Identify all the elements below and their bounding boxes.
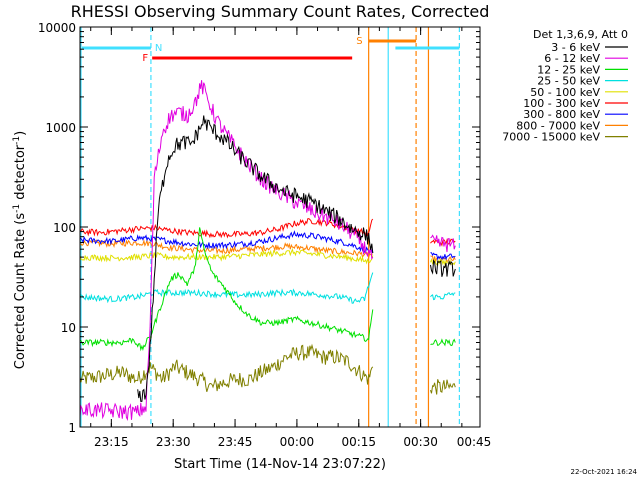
series-line-segment [430,338,456,347]
series-line [80,238,374,260]
y-tick-label: 100 [53,221,76,235]
legend-label: 3 - 6 keV [551,41,600,54]
y-axis-label-sup: -1 [12,136,22,145]
y-tick-label: 1000 [45,121,76,135]
series-line-segment [430,252,456,262]
y-tick-label: 10 [61,321,76,335]
footer-date: 22-Oct-2021 16:24 [571,468,638,476]
legend-label: 7000 - 15000 keV [502,131,600,144]
series-line-segment [430,379,456,395]
series-line-segment [430,259,456,277]
flare-label: F [142,53,148,64]
y-tick-label: 10000 [38,21,76,35]
series-line [80,80,374,422]
y-tick-label: 1 [68,421,76,435]
series-line [80,343,374,392]
y-axis-label-part: detector [13,144,28,204]
series-line [137,115,374,402]
legend-label: 50 - 100 keV [530,86,600,99]
x-tick-label: 23:15 [94,435,129,449]
x-tick-label: 00:00 [280,435,315,449]
series-line-segment [430,292,456,301]
night-label: N [155,43,162,54]
y-axis-label-part: Corrected Count Rate (s [13,213,28,370]
y-axis-label: Corrected Count Rate (s-1 detector-1) [12,131,28,369]
series-line-segment [430,257,456,267]
x-tick-label: 00:45 [457,435,492,449]
legend-label: 100 - 300 keV [523,97,600,110]
series-line [80,272,374,304]
series-line-segment [430,234,456,253]
y-axis-label-sup: -1 [12,204,22,213]
x-tick-label: 23:30 [156,435,191,449]
legend-header: Det 1,3,6,9, Att 0 [533,28,628,41]
chart-title: RHESSI Observing Summary Count Rates, Co… [71,2,490,21]
x-tick-label: 00:15 [341,435,376,449]
series-line [80,230,374,254]
x-axis-label: Start Time (14-Nov-14 23:07:22) [174,457,386,472]
legend-label: 6 - 12 keV [544,52,600,65]
y-axis-label-part: ) [13,131,28,136]
svg-text:Corrected Count Rate (s-1 dete: Corrected Count Rate (s-1 detector-1) [12,131,28,369]
series-line [80,227,374,352]
series-line [80,218,374,239]
saa-label: S [356,36,362,47]
legend-label: 300 - 800 keV [523,108,600,121]
legend-label: 25 - 50 keV [537,75,600,88]
legend-label: 800 - 7000 keV [516,119,600,132]
legend-label: 12 - 25 keV [537,63,600,76]
x-tick-label: 00:30 [403,435,438,449]
x-tick-label: 23:45 [218,435,253,449]
series-line [80,247,374,265]
